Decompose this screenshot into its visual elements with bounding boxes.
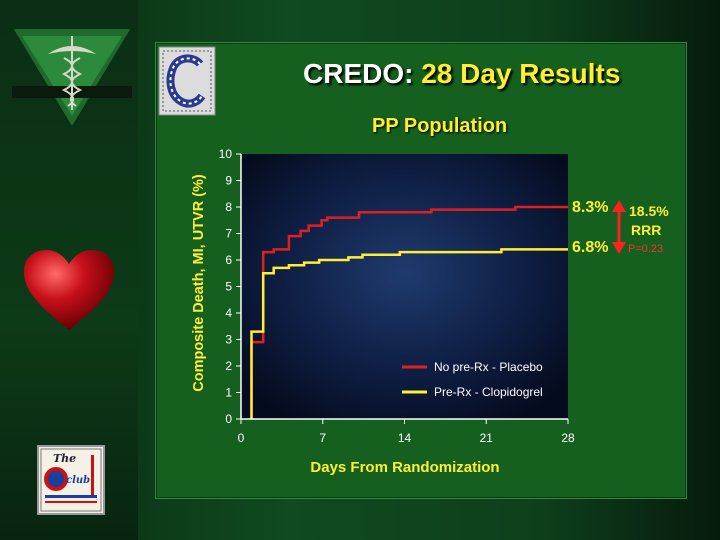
caduceus-logo-icon: [12, 28, 132, 128]
chart-subtitle: PP Population: [372, 115, 508, 137]
y-tick-label: 5: [225, 280, 232, 294]
club-logo: The club: [37, 445, 105, 515]
x-tick-label: 14: [398, 431, 412, 445]
heart-icon: [24, 250, 114, 330]
y-tick-label: 7: [225, 227, 232, 241]
rrr-value: 18.5%: [629, 203, 669, 219]
y-tick-label: 8: [225, 200, 232, 214]
y-tick-label: 10: [219, 147, 233, 161]
y-axis-label: Composite Death, MI, UTVR (%): [191, 174, 207, 392]
y-tick-label: 3: [225, 333, 232, 347]
x-tick-label: 7: [319, 431, 326, 445]
x-tick-label: 21: [480, 431, 494, 445]
y-tick-label: 2: [225, 359, 232, 373]
series-line-clopidogrel: [250, 248, 568, 419]
y-tick-label: 6: [225, 253, 232, 267]
rrr-arrow-icon: [612, 200, 626, 254]
end-label-placebo: 8.3%: [572, 199, 608, 216]
y-tick-label: 4: [225, 306, 232, 320]
credo-logo-icon: [158, 46, 216, 116]
slide-title: CREDO: 28 Day Results: [303, 58, 620, 90]
p-value: P=0.23: [628, 243, 663, 255]
x-tick-label: 0: [238, 431, 245, 445]
series-line-placebo: [250, 205, 568, 419]
title-main: CREDO:: [303, 58, 414, 89]
svg-text:club: club: [66, 475, 90, 486]
legend-label-placebo: No pre-Rx - Placebo: [434, 360, 543, 374]
x-tick-label: 28: [561, 431, 575, 445]
legend-label-clopidogrel: Pre-Rx - Clopidogrel: [434, 385, 543, 399]
svg-text:The: The: [53, 452, 76, 465]
rrr-label: RRR: [631, 222, 661, 238]
y-tick-label: 9: [225, 174, 232, 188]
end-label-clopidogrel: 6.8%: [572, 239, 608, 256]
x-axis-label: Days From Randomization: [310, 459, 499, 476]
y-tick-label: 1: [225, 386, 232, 400]
title-sub: 28 Day Results: [421, 58, 621, 89]
y-tick-label: 0: [225, 412, 232, 426]
plot-area: [241, 154, 568, 419]
